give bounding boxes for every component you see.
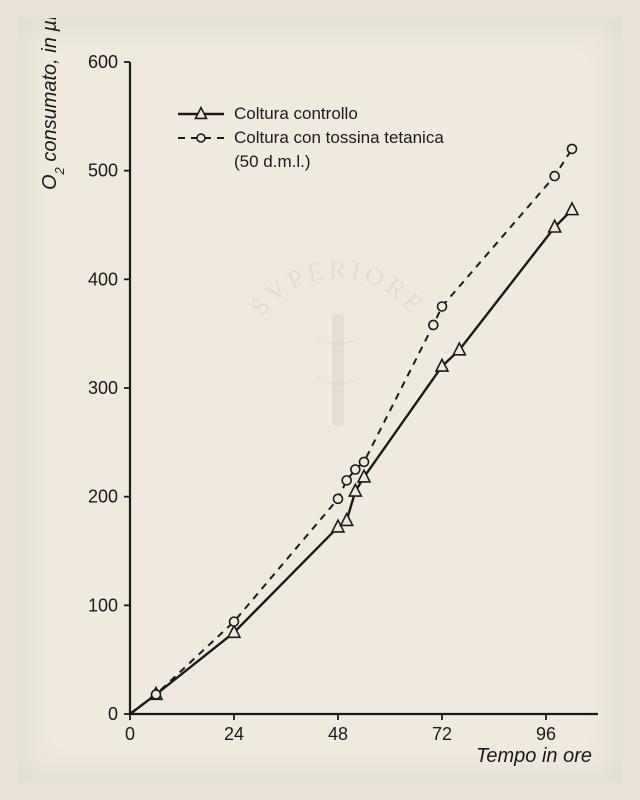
- x-tick-label: 0: [125, 724, 135, 744]
- o2-consumption-chart: SVPERIORE 0 100 200 300 400 500 600 0 24 48 72 96Tem…: [18, 18, 622, 782]
- marker-circle: [550, 172, 559, 181]
- x-tick-label: 96: [536, 724, 556, 744]
- y-axis-title: O2 consumato, in µl: [39, 18, 67, 190]
- marker-circle: [334, 494, 343, 503]
- marker-circle: [429, 320, 438, 329]
- chart-container: SVPERIORE 0 100 200 300 400 500 600 0 24 48 72 96Tem…: [18, 18, 622, 782]
- y-tick-label: 400: [88, 269, 118, 289]
- page-root: SVPERIORE 0 100 200 300 400 500 600 0 24 48 72 96Tem…: [0, 0, 640, 800]
- y-tick-label: 300: [88, 378, 118, 398]
- marker-circle: [197, 134, 205, 142]
- x-tick-label: 24: [224, 724, 244, 744]
- svg-text:SVPERIORE: SVPERIORE: [244, 255, 431, 322]
- legend-label: (50 d.m.l.): [234, 152, 311, 171]
- marker-circle: [342, 476, 351, 485]
- legend-label: Coltura controllo: [234, 104, 358, 123]
- marker-circle: [351, 465, 360, 474]
- series-line: [130, 210, 572, 714]
- x-tick-label: 48: [328, 724, 348, 744]
- marker-circle: [152, 690, 161, 699]
- watermark: SVPERIORE: [244, 255, 431, 426]
- x-tick-label: 72: [432, 724, 452, 744]
- marker-triangle: [566, 203, 578, 215]
- series-toxin: [130, 144, 577, 714]
- marker-triangle: [341, 514, 353, 526]
- marker-circle: [438, 302, 447, 311]
- legend-label: Coltura con tossina tetanica: [234, 128, 444, 147]
- x-axis-title: Tempo in ore: [476, 745, 592, 767]
- y-tick-label: 600: [88, 52, 118, 72]
- y-tick-label: 500: [88, 161, 118, 181]
- series-line: [130, 149, 572, 714]
- y-tick-label: 100: [88, 595, 118, 615]
- y-tick-label: 200: [88, 487, 118, 507]
- marker-circle: [360, 457, 369, 466]
- svg-text:O2 consumato, in µl: O2 consumato, in µl: [39, 18, 67, 190]
- marker-circle: [230, 617, 239, 626]
- marker-circle: [568, 144, 577, 153]
- legend: Coltura controllo Coltura con tossina tet…: [178, 104, 444, 171]
- y-tick-label: 0: [108, 704, 118, 724]
